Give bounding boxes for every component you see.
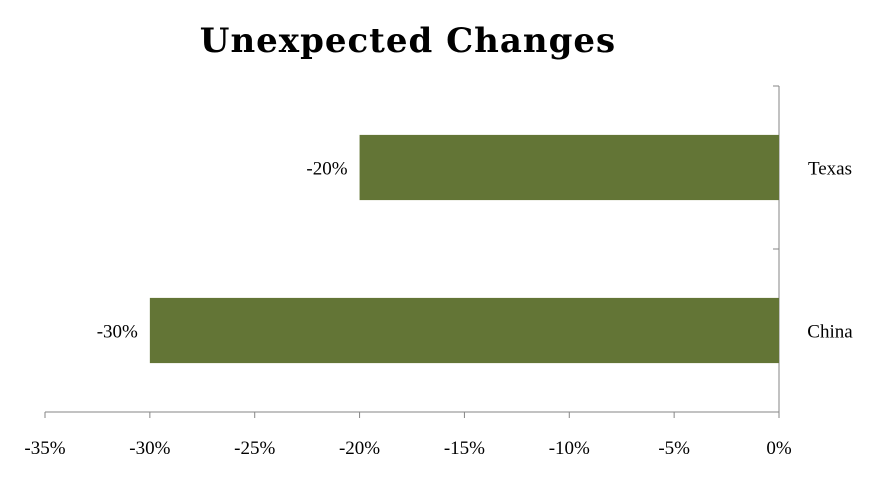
- bars: [149, 134, 779, 364]
- category-label-texas: Texas: [808, 159, 852, 180]
- chart-title: Unexpected Changes: [200, 21, 616, 61]
- x-tick-label: 0%: [766, 438, 792, 459]
- bar-texas: [359, 134, 779, 201]
- x-tick-label: -35%: [24, 438, 65, 459]
- data-label-texas: -20%: [306, 159, 347, 180]
- labels: -20% Texas -30% China: [97, 159, 854, 343]
- axes: -35% -30% -25% -20% -15% -10% -5% 0%: [24, 85, 792, 459]
- x-tick-label: -25%: [234, 438, 275, 459]
- x-tick-label: -15%: [444, 438, 485, 459]
- x-tick-label: -5%: [658, 438, 690, 459]
- x-tick-label: -30%: [129, 438, 170, 459]
- data-label-china: -30%: [97, 322, 138, 343]
- bar-china: [149, 297, 779, 364]
- category-label-china: China: [807, 322, 853, 343]
- x-tick-label: -10%: [549, 438, 590, 459]
- x-tick-label: -20%: [339, 438, 380, 459]
